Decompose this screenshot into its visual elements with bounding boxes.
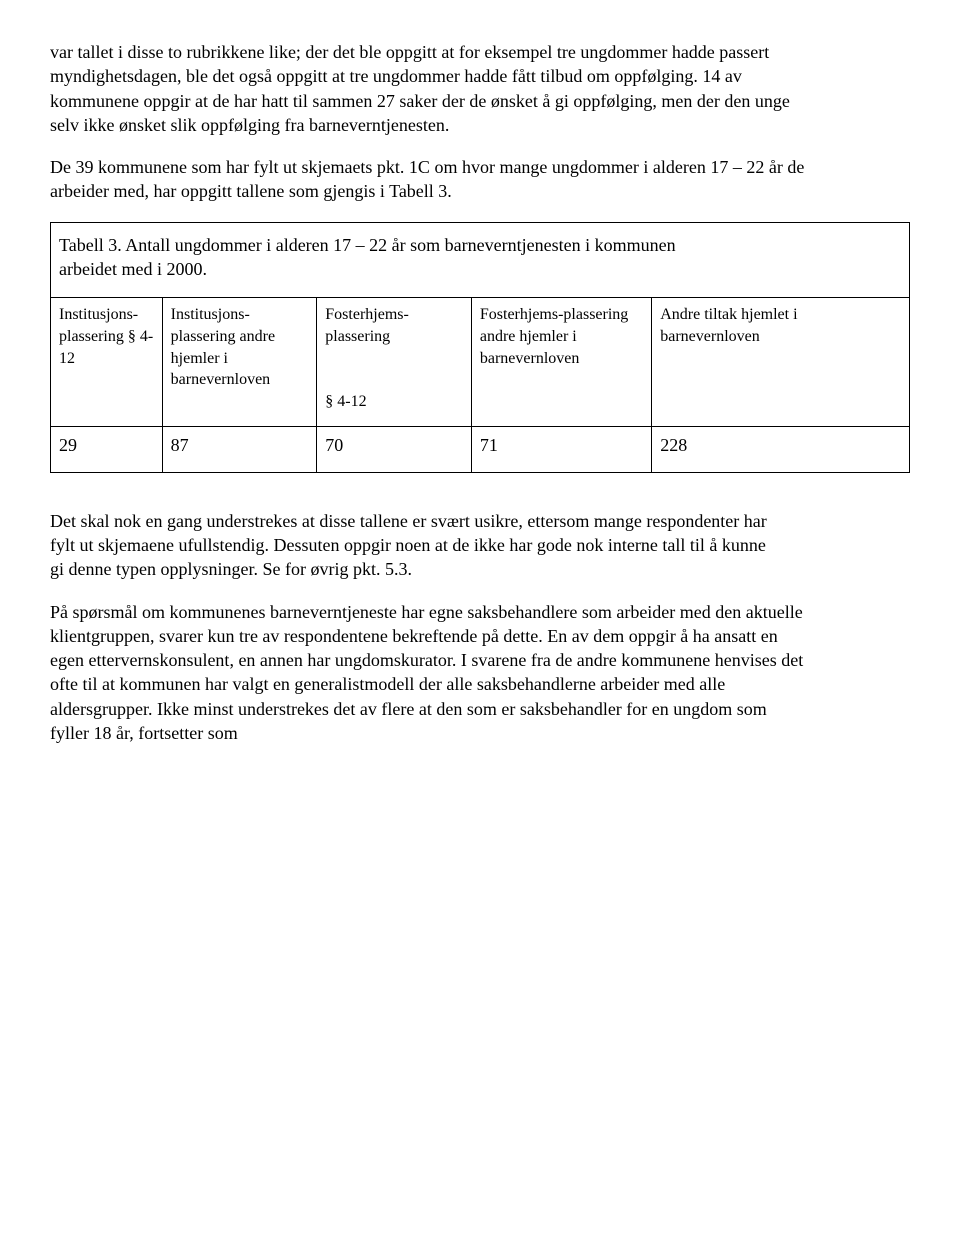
col-header: Andre tiltak hjemlet i barnevernloven	[652, 298, 910, 427]
table-row: 29 87 70 71 228	[51, 427, 910, 472]
table-cell: 71	[471, 427, 651, 472]
table-cell: 228	[652, 427, 910, 472]
body-paragraph: Det skal nok en gang understrekes at dis…	[50, 509, 770, 582]
tabell-3: Tabell 3. Antall ungdommer i alderen 17 …	[50, 222, 910, 473]
table-cell: 87	[162, 427, 317, 472]
col-header: Fosterhjems-plassering§ 4-12	[317, 298, 472, 427]
table-cell: 29	[51, 427, 163, 472]
table-header-row: Institusjons-plassering § 4-12 Institusj…	[51, 298, 910, 427]
col-header: Institusjons-plassering § 4-12	[51, 298, 163, 427]
body-paragraph: var tallet i disse to rubrikkene like; d…	[50, 40, 810, 137]
col-header: Fosterhjems-plassering andre hjemler i b…	[471, 298, 651, 427]
table-caption: Tabell 3. Antall ungdommer i alderen 17 …	[59, 233, 699, 282]
body-paragraph: På spørsmål om kommunenes barneverntjene…	[50, 600, 810, 746]
body-paragraph: De 39 kommunene som har fylt ut skjemaet…	[50, 155, 810, 204]
table-caption-cell: Tabell 3. Antall ungdommer i alderen 17 …	[51, 222, 910, 298]
col-header: Institusjons-plassering andre hjemler i …	[162, 298, 317, 427]
table-cell: 70	[317, 427, 472, 472]
